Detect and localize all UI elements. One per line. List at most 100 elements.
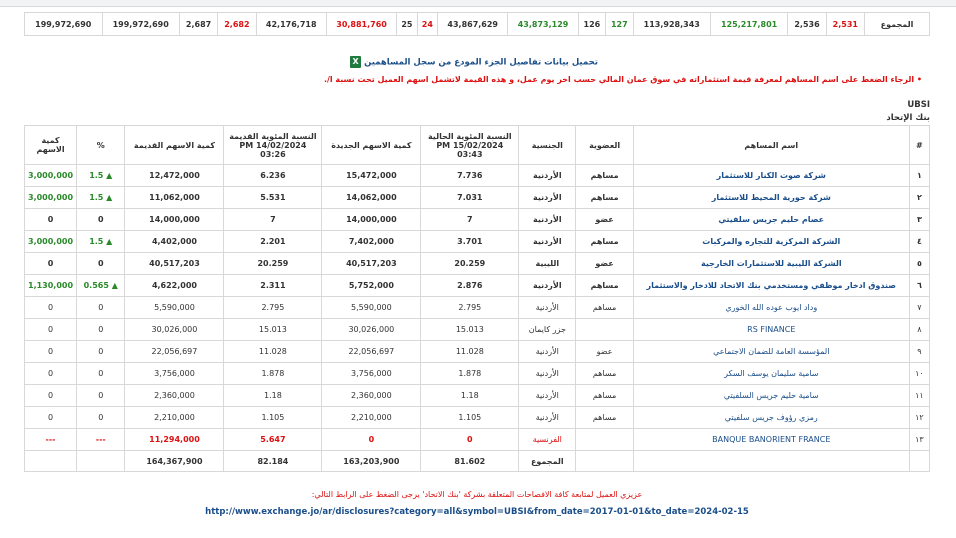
pct-old-cell: 1.105 (223, 406, 323, 429)
old-shares-cell: 3,756,000 (124, 362, 225, 385)
qty-change-cell: 0 (23, 384, 78, 407)
summary-cell: 2,536 (787, 12, 827, 36)
row-num: ١ (908, 164, 931, 187)
pct-change-cell: ▲ 1.5 (76, 186, 126, 209)
nationality-cell: الأردنية (518, 340, 577, 363)
totals-row: المجموع 81.602 163,203,900 82.184 164,367,90… (23, 450, 931, 472)
nationality-cell: جزر كايمان (518, 318, 577, 341)
membership-cell: مساهم (575, 186, 634, 209)
shareholder-name-link[interactable]: الشركة المركزية للتجاره والمركبات (632, 230, 910, 253)
pct-old-cell: 20.259 (223, 252, 323, 275)
membership-cell (575, 428, 634, 451)
shareholder-name-link[interactable]: سامية حليم جريس السلفيتي (632, 384, 910, 407)
shareholder-name-link[interactable]: صندوق ادخار موظفي ومستخدمي بنك الاتحاد ل… (632, 274, 910, 297)
summary-cell: 43,867,629 (437, 12, 509, 36)
pct-change-cell: 0 (76, 318, 126, 341)
old-shares-cell: 40,517,203 (124, 252, 225, 275)
row-num: ١٣ (908, 428, 931, 451)
qty-change-cell: 0 (23, 252, 78, 275)
pct-old-cell: 11.028 (223, 340, 323, 363)
pct-change-cell: 0 (76, 340, 126, 363)
shareholder-name-link[interactable]: المؤسسة العامة للضمان الاجتماعي (632, 340, 910, 363)
download-label[interactable]: تحميل بيانات تفاصيل الجزء المودع من سجل … (364, 57, 598, 68)
membership-cell: مساهم (575, 296, 634, 319)
excel-icon[interactable]: X (350, 56, 362, 68)
membership-cell: عضو (575, 252, 634, 275)
shareholder-name-link[interactable]: شركة حورية المحيط للاستثمار (632, 186, 910, 209)
old-shares-cell: 4,622,000 (124, 274, 225, 297)
pct-current-cell: 0 (420, 428, 520, 451)
summary-table: المجموع 2,531 2,536 125,217,801 113,928,… (24, 12, 930, 36)
shareholder-name-link[interactable]: الشركة الليبية للاستثمارات الخارجية (632, 252, 910, 275)
pct-current-cell: 15.013 (420, 318, 520, 341)
nationality-cell: الأردنية (518, 230, 577, 253)
row-num: ١١ (908, 384, 931, 407)
membership-cell: عضو (575, 208, 634, 231)
shareholder-name-link[interactable]: سامية سليمان يوسف السكر (632, 362, 910, 385)
pct-change-value: 1.5 (89, 193, 104, 202)
pct-current-cell: 7 (420, 208, 520, 231)
up-arrow-icon: ▲ (106, 171, 113, 180)
membership-cell: مساهم (575, 230, 634, 253)
membership-cell (575, 318, 634, 341)
shareholder-name-link[interactable]: وداد ايوب عوده الله الخوري (632, 296, 910, 319)
new-shares-cell: 0 (321, 428, 422, 451)
nationality-cell: الأردنية (518, 384, 577, 407)
footer-text: عزيزي العميل لمتابعة كافة الافصاحات المت… (311, 490, 643, 499)
row-num: ٨ (908, 318, 931, 341)
disclosures-link[interactable]: http://www.exchange.jo/ar/disclosures?ca… (205, 507, 749, 517)
qty-change-cell: 0 (23, 318, 78, 341)
summary-cell: 199,972,690 (101, 12, 180, 36)
pct-current-cell: 7.736 (420, 164, 520, 187)
totals-old-shares: 164,367,900 (124, 450, 225, 472)
company-symbol: UBSI (907, 100, 930, 110)
table-row: ٦ صندوق ادخار موظفي ومستخدمي بنك الاتحاد … (23, 274, 931, 297)
totals-empty (575, 450, 634, 472)
new-shares-cell: 2,210,000 (321, 406, 422, 429)
nationality-cell: الأردنية (518, 296, 577, 319)
pct-old-cell: 1.18 (223, 384, 323, 407)
pct-change-cell: 0 (76, 384, 126, 407)
summary-cell: 42,176,718 (255, 12, 327, 36)
pct-change-cell: --- (76, 428, 126, 451)
table-row: ٨ RS FINANCE جزر كايمان 15.013 30,026,000 15.… (23, 318, 931, 341)
shareholder-name-link[interactable]: BANQUE BANORIENT FRANCE (632, 428, 910, 451)
qty-change-cell: 0 (23, 406, 78, 429)
nationality-cell: الأردنية (518, 186, 577, 209)
table-row: ١٢ رمزي رؤوف جريس سلفيتي مساهم الأردنية 1.10… (23, 406, 931, 429)
row-num: ١٢ (908, 406, 931, 429)
qty-change-cell: 0 (23, 296, 78, 319)
shareholder-name-link[interactable]: RS FINANCE (632, 318, 910, 341)
pct-current-cell: 2.876 (420, 274, 520, 297)
old-shares-cell: 30,026,000 (124, 318, 225, 341)
pct-old-cell: 2.795 (223, 296, 323, 319)
qty-change-cell: 1,130,000 (23, 274, 78, 297)
col-pct: % (76, 125, 126, 165)
new-shares-cell: 40,517,203 (321, 252, 422, 275)
old-shares-cell: 12,472,000 (124, 164, 225, 187)
row-num: ٦ (908, 274, 931, 297)
row-num: ٧ (908, 296, 931, 319)
shareholder-name-link[interactable]: شركة صوت الكنار للاستثمار (632, 164, 910, 187)
up-arrow-icon: ▲ (106, 237, 113, 246)
shareholder-name-link[interactable]: رمزي رؤوف جريس سلفيتي (632, 406, 910, 429)
table-row: ١٣ BANQUE BANORIENT FRANCE الفرنسية 0 0 5.647… (23, 428, 931, 451)
new-shares-cell: 15,472,000 (321, 164, 422, 187)
qty-change-cell: 0 (23, 340, 78, 363)
membership-cell: مساهم (575, 164, 634, 187)
col-pct-old: النسبة المئوية القديمة 14/02/2024 PM 03:… (223, 125, 323, 165)
membership-cell: مساهم (575, 362, 634, 385)
nationality-cell: الليبية (518, 252, 577, 275)
table-row: ١٠ سامية سليمان يوسف السكر مساهم الأردنية 1.… (23, 362, 931, 385)
pct-current-cell: 7.031 (420, 186, 520, 209)
new-shares-cell: 22,056,697 (321, 340, 422, 363)
shareholder-name-link[interactable]: عصام حليم جريس سلفيتي (632, 208, 910, 231)
new-shares-cell: 30,026,000 (321, 318, 422, 341)
pct-current-cell: 11.028 (420, 340, 520, 363)
pct-change-cell: 0 (76, 406, 126, 429)
download-link[interactable]: تحميل بيانات تفاصيل الجزء المودع من سجل … (345, 56, 600, 68)
nationality-cell: الأردنية (518, 208, 577, 231)
old-shares-cell: 11,294,000 (124, 428, 225, 451)
summary-cell: 2,682 (217, 12, 257, 36)
old-shares-cell: 5,590,000 (124, 296, 225, 319)
